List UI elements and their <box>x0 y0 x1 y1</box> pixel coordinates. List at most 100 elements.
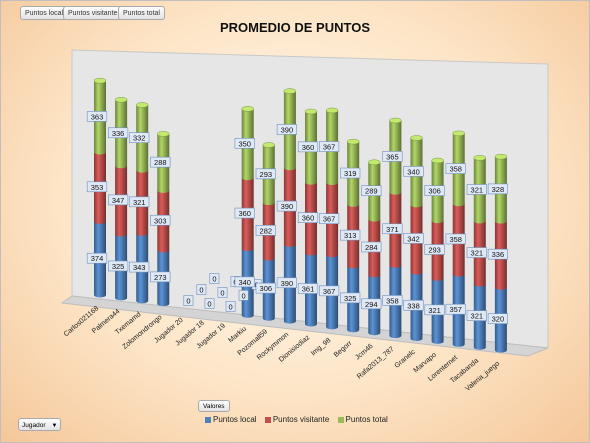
data-label-box <box>129 132 150 143</box>
legend-item-visitante: Puntos visitante <box>264 415 330 424</box>
data-label-box <box>108 260 129 272</box>
bar-top-cap <box>346 138 360 145</box>
data-label: 360 <box>302 214 315 223</box>
data-label: 284 <box>365 243 378 252</box>
data-label: 363 <box>91 112 104 121</box>
data-label-box <box>318 285 340 297</box>
bar-top-cap <box>93 77 107 84</box>
data-label-box <box>466 310 487 321</box>
data-label-box <box>445 303 466 315</box>
data-label-box <box>276 200 298 212</box>
data-label: 347 <box>112 196 125 205</box>
data-label-box <box>403 233 424 244</box>
data-label: 360 <box>302 143 315 152</box>
data-label: 321 <box>471 249 484 258</box>
data-label: 313 <box>344 231 357 240</box>
data-label: 0 <box>207 300 211 309</box>
data-label-box <box>183 295 194 306</box>
data-label-box <box>217 287 228 298</box>
data-label-box <box>340 167 361 179</box>
data-label: 358 <box>449 165 462 174</box>
data-label: 320 <box>492 315 505 324</box>
data-label-box <box>340 229 361 241</box>
data-label-box <box>382 151 403 162</box>
jugador-filter-button[interactable]: Jugador ▼ <box>18 418 62 431</box>
data-label: 325 <box>112 262 125 271</box>
data-label: 306 <box>260 284 273 293</box>
data-label: 306 <box>428 187 441 196</box>
bar-top-cap <box>452 130 465 137</box>
data-label-box <box>361 241 382 253</box>
data-label-box <box>361 298 382 310</box>
data-label: 0 <box>199 286 203 295</box>
data-label-box <box>255 225 276 236</box>
data-label-box <box>466 184 487 195</box>
data-label: 0 <box>220 289 224 298</box>
bar-top-cap <box>262 142 276 148</box>
category-label: Markiu <box>227 325 248 344</box>
chart-legend: Puntos local Puntos visitante Puntos tot… <box>205 415 394 427</box>
data-label: 342 <box>407 234 420 243</box>
data-label-box <box>340 292 361 304</box>
data-label-box <box>382 295 403 306</box>
data-label-box <box>209 273 220 284</box>
data-label-box <box>318 213 340 224</box>
data-labels-group: 3743533633253473363433213322733032880000… <box>86 111 509 324</box>
category-label: Granelc <box>394 348 418 369</box>
category-label: Jcm46 <box>354 343 374 362</box>
data-label-box <box>361 185 382 196</box>
data-label-box <box>234 137 255 149</box>
data-label-box <box>225 301 236 312</box>
data-label: 343 <box>133 263 146 272</box>
data-label: 294 <box>365 300 378 309</box>
data-label-box <box>129 261 150 273</box>
field-button-puntos-total[interactable]: Puntos total <box>118 6 165 20</box>
bar-top-cap <box>304 108 318 115</box>
data-label-box <box>276 277 298 289</box>
bar-top-cap <box>157 131 170 137</box>
data-label-box <box>445 163 466 174</box>
data-label: 336 <box>112 129 125 138</box>
data-label: 336 <box>492 250 505 259</box>
data-label-box <box>466 247 487 258</box>
data-label-box <box>382 223 403 235</box>
data-label: 321 <box>428 306 441 315</box>
data-label: 0 <box>229 302 233 311</box>
data-label-box <box>204 298 215 309</box>
data-label: 340 <box>407 167 420 176</box>
data-label-box <box>129 196 150 208</box>
data-label-box <box>487 248 509 260</box>
valores-button[interactable]: Valores <box>198 400 230 412</box>
bar-top-cap <box>135 102 149 108</box>
chart-floor <box>60 295 549 357</box>
data-label-box <box>487 313 509 324</box>
data-label: 374 <box>91 254 104 263</box>
legend-item-local: Puntos local <box>205 415 257 424</box>
data-label: 357 <box>449 305 462 314</box>
chevron-down-icon: ▼ <box>51 423 58 429</box>
legend-swatch-local <box>205 416 211 423</box>
data-label-box <box>403 166 424 177</box>
data-label: 321 <box>471 185 484 194</box>
data-label-box <box>196 284 207 295</box>
bar-top-cap <box>473 155 487 161</box>
category-label: Begorr <box>333 340 354 359</box>
data-label: 365 <box>386 152 399 161</box>
bar-top-cap <box>494 153 508 160</box>
data-label-box <box>86 111 108 122</box>
legend-label-visitante: Puntos visitante <box>272 415 330 424</box>
data-label: 273 <box>154 273 167 282</box>
data-label: 390 <box>281 279 294 288</box>
data-label-box <box>276 124 298 135</box>
data-label: 282 <box>260 226 273 235</box>
data-label-box <box>86 181 108 193</box>
data-label-box <box>297 212 319 223</box>
bar-top-cap <box>241 106 254 112</box>
data-label: 0 <box>186 297 190 306</box>
data-label: 0 <box>212 275 216 284</box>
bar-top-cap <box>389 117 402 124</box>
data-label-box <box>255 168 276 180</box>
data-label: 328 <box>492 185 505 194</box>
data-label: 303 <box>154 216 167 225</box>
data-label-box <box>445 233 466 245</box>
